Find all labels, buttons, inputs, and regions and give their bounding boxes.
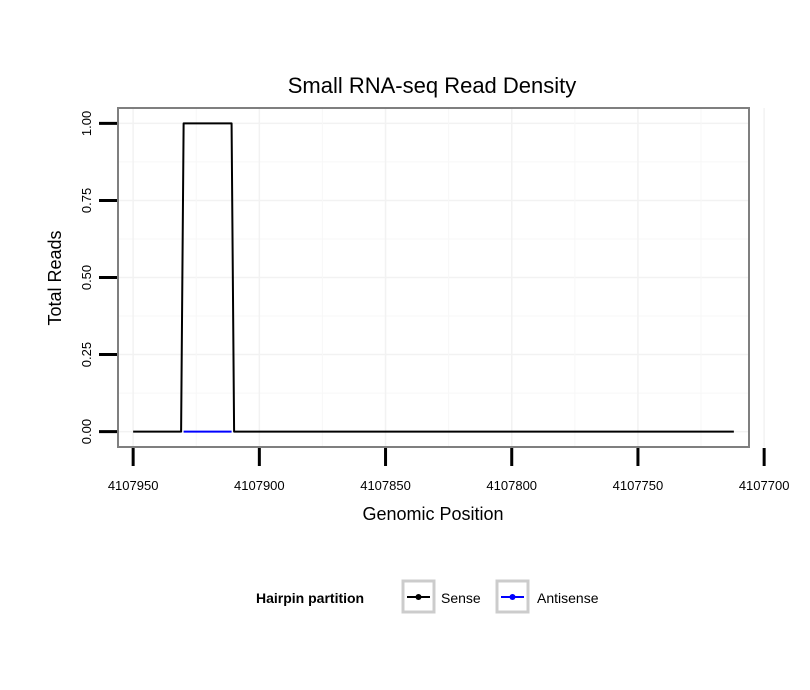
- y-tick-label: 0.00: [79, 419, 94, 444]
- legend-dot-sense: [415, 594, 422, 600]
- x-tick-label: 4107800: [486, 478, 537, 493]
- x-tick-label: 4107750: [613, 478, 664, 493]
- legend-label-antisense: Antisense: [537, 590, 599, 606]
- legend: Hairpin partition Sense Antisense: [256, 579, 599, 614]
- x-axis: 4107950 4107900 4107850 4107800 4107750 41077…: [108, 448, 790, 493]
- legend-dot-antisense: [509, 594, 516, 600]
- x-tick-label: 4107700: [739, 478, 790, 493]
- y-tick-label: 1.00: [79, 111, 94, 136]
- plot-border: [117, 107, 750, 448]
- x-tick-label: 4107950: [108, 478, 159, 493]
- y-axis: 0.00 0.25 0.50 0.75 1.00: [79, 111, 117, 444]
- legend-entry-sense: Sense: [401, 579, 481, 614]
- chart-title: Small RNA-seq Read Density: [288, 73, 577, 98]
- series-line-sense: [133, 122, 734, 433]
- x-axis-title: Genomic Position: [362, 504, 503, 524]
- legend-entry-antisense: Antisense: [495, 579, 599, 614]
- y-tick-label: 0.50: [79, 265, 94, 290]
- legend-label-sense: Sense: [441, 590, 481, 606]
- series-layer: [133, 122, 734, 433]
- y-tick-label: 0.75: [79, 188, 94, 213]
- x-tick-label: 4107900: [234, 478, 285, 493]
- legend-title: Hairpin partition: [256, 590, 364, 606]
- y-tick-label: 0.25: [79, 342, 94, 367]
- x-tick-label: 4107850: [360, 478, 411, 493]
- y-axis-title: Total Reads: [45, 230, 65, 325]
